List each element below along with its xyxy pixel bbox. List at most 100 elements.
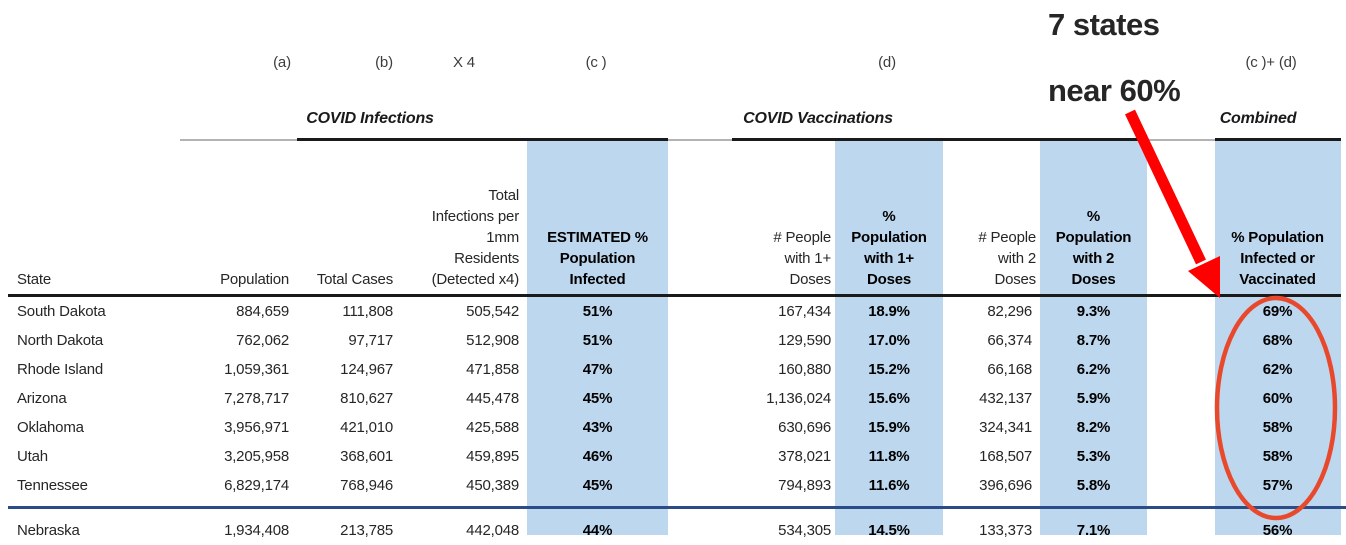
group-underline-combined (1215, 138, 1341, 141)
group-title-covid-infections: COVID Infections (306, 110, 434, 127)
cell-pct-2-doses: 8.2% (1076, 419, 1111, 436)
spacer (1340, 471, 1346, 500)
cell-infections-per-1mm: 450,389 (466, 477, 519, 494)
header-estimated-pct-infected: ESTIMATED % Population Infected (547, 229, 648, 288)
cell-state: Utah (17, 448, 48, 465)
cell-population: 6,829,174 (224, 477, 289, 494)
cell-total-cases: 213,785 (340, 522, 393, 539)
cell-people-1plus-doses: 378,021 (778, 448, 831, 465)
table-row: North Dakota 762,062 97,717 512,908 51% 129,5… (0, 326, 1346, 355)
column-label-c-plus-d: (c )+ (d) (1245, 54, 1297, 71)
cell-total-cases: 768,946 (340, 477, 393, 494)
spacer (1147, 516, 1215, 545)
spacer (1340, 355, 1346, 384)
cell-pct-infected-or-vaccinated: 68% (1262, 332, 1293, 349)
cell-pct-1plus-doses: 14.5% (868, 522, 910, 539)
cell-estimated-pct-infected: 45% (582, 477, 613, 494)
cell-people-1plus-doses: 160,880 (778, 361, 831, 378)
spacer (1147, 297, 1215, 326)
cell-state: Oklahoma (17, 419, 84, 436)
header-pct-1plus-doses: % Population with 1+ Doses (851, 208, 927, 288)
cell-state: North Dakota (17, 332, 103, 349)
spacer (1340, 413, 1346, 442)
spacer (1147, 140, 1215, 294)
cell-people-1plus-doses: 129,590 (778, 332, 831, 349)
cell-pct-1plus-doses: 18.9% (868, 303, 910, 320)
cell-pct-infected-or-vaccinated: 57% (1262, 477, 1293, 494)
spacer (1147, 384, 1215, 413)
column-label-a: (a) (273, 54, 291, 71)
header-state: State (17, 271, 52, 288)
cell-pct-2-doses: 9.3% (1076, 303, 1111, 320)
cell-population: 1,059,361 (224, 361, 289, 378)
cell-people-1plus-doses: 167,434 (778, 303, 831, 320)
cell-pct-1plus-doses: 11.8% (868, 448, 910, 465)
cell-state: Tennessee (17, 477, 88, 494)
group-title-covid-vaccinations: COVID Vaccinations (743, 110, 893, 127)
cell-infections-per-1mm: 425,588 (466, 419, 519, 436)
spacer (1147, 442, 1215, 471)
cell-population: 7,278,717 (224, 390, 289, 407)
cell-pct-infected-or-vaccinated: 60% (1262, 390, 1293, 407)
header-people-2-doses: # People with 2 Doses (978, 229, 1036, 288)
cell-estimated-pct-infected: 43% (582, 419, 613, 436)
cell-pct-1plus-doses: 17.0% (868, 332, 910, 349)
cell-total-cases: 111,808 (342, 303, 393, 320)
cell-pct-infected-or-vaccinated: 56% (1262, 522, 1293, 539)
highlight-column-estimated-pct (527, 141, 668, 535)
cell-infections-per-1mm: 505,542 (466, 303, 519, 320)
cell-estimated-pct-infected: 45% (582, 390, 613, 407)
cell-people-1plus-doses: 794,893 (778, 477, 831, 494)
cell-people-2-doses: 66,168 (987, 361, 1032, 378)
cell-pct-infected-or-vaccinated: 58% (1262, 448, 1293, 465)
cell-pct-2-doses: 5.8% (1076, 477, 1111, 494)
cell-population: 884,659 (236, 303, 289, 320)
cell-pct-infected-or-vaccinated: 62% (1262, 361, 1293, 378)
header-people-1plus-doses: # People with 1+ Doses (773, 229, 831, 288)
cell-population: 1,934,408 (224, 522, 289, 539)
spacer (1340, 297, 1346, 326)
cell-pct-2-doses: 7.1% (1076, 522, 1111, 539)
highlight-column-pct-1plus-doses (835, 141, 943, 535)
gridline-gray-mid (668, 139, 732, 141)
spacer (1147, 413, 1215, 442)
cell-pct-2-doses: 6.2% (1076, 361, 1111, 378)
cell-state: Nebraska (17, 522, 80, 539)
table-row: Oklahoma 3,956,971 421,010 425,588 43% 630,69… (0, 413, 1346, 442)
cell-pct-2-doses: 8.7% (1076, 332, 1111, 349)
spacer (1147, 326, 1215, 355)
cell-people-2-doses: 168,507 (979, 448, 1032, 465)
header-pct-2-doses: % Population with 2 Doses (1055, 208, 1132, 288)
table-body: South Dakota 884,659 111,808 505,542 51% 167,… (0, 297, 1346, 500)
cell-total-cases: 97,717 (348, 332, 393, 349)
cell-pct-1plus-doses: 15.9% (868, 419, 910, 436)
cell-people-1plus-doses: 1,136,024 (766, 390, 831, 407)
annotation-callout-line1: 7 states (1048, 7, 1160, 42)
cell-infections-per-1mm: 442,048 (466, 522, 519, 539)
annotation-callout: 7 states near 60% (1048, 7, 1181, 108)
header-total-cases: Total Cases (316, 271, 393, 288)
cell-total-cases: 421,010 (340, 419, 393, 436)
cell-people-2-doses: 324,341 (979, 419, 1032, 436)
gridline-gray-left (180, 139, 297, 141)
table-row: Rhode Island 1,059,361 124,967 471,858 47% 16… (0, 355, 1346, 384)
header-infections-per-1mm: Total Infections per 1mm Residents (Detected… (431, 187, 520, 288)
cell-pct-1plus-doses: 15.2% (868, 361, 910, 378)
cell-pct-1plus-doses: 15.6% (868, 390, 910, 407)
cell-infections-per-1mm: 471,858 (466, 361, 519, 378)
cell-population: 3,205,958 (224, 448, 289, 465)
column-label-c: (c ) (585, 54, 607, 71)
cell-estimated-pct-infected: 51% (582, 332, 613, 349)
cell-estimated-pct-infected: 46% (582, 448, 613, 465)
cell-state: Rhode Island (17, 361, 103, 378)
annotation-callout-line2: near 60% (1048, 73, 1181, 108)
spacer (1340, 140, 1346, 294)
group-title-combined: Combined (1219, 110, 1297, 127)
cell-people-1plus-doses: 534,305 (778, 522, 831, 539)
spacer (1340, 442, 1346, 471)
cell-pct-2-doses: 5.9% (1076, 390, 1111, 407)
table-header-row: State Population Total Cases Total Infect… (0, 140, 1346, 294)
partial-row-clipped: Nebraska 1,934,408 213,785 442,048 44% 534,30… (0, 516, 1346, 539)
table-row: Tennessee 6,829,174 768,946 450,389 45% 794,8… (0, 471, 1346, 500)
